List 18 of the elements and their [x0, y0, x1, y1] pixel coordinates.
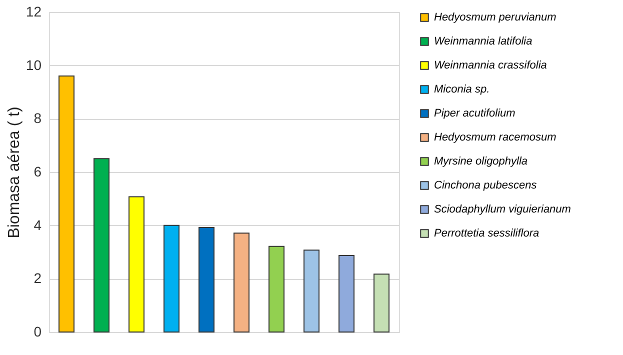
legend-label: Cinchona pubescens	[434, 180, 538, 192]
y-tick-label: 0	[34, 324, 42, 340]
y-tick-label: 6	[34, 164, 42, 180]
legend-label: Hedyosmum racemosum	[434, 132, 556, 144]
legend-label: Weinmannia latifolia	[434, 36, 532, 48]
y-tick-label: 10	[26, 56, 42, 73]
y-tick-label: 4	[34, 216, 42, 233]
y-axis-title: Biomasa aérea ( t)	[6, 106, 23, 238]
y-tick-label: 12	[26, 4, 42, 20]
legend-label: Miconia sp.	[434, 84, 490, 96]
legend-label: Weinmannia crassifolia	[434, 60, 547, 72]
legend-label: Piper acutifolium	[434, 108, 516, 120]
legend-label: Hedyosmum peruvianum	[434, 12, 556, 24]
legend-label: Sciodaphyllum viguierianum	[434, 204, 571, 216]
y-tick-label: 2	[34, 270, 42, 286]
legend-label: Perrottetia sessiliflora	[434, 228, 540, 240]
y-tick-label: 8	[34, 110, 42, 126]
legend-label: Myrsine oligophylla	[434, 156, 528, 168]
